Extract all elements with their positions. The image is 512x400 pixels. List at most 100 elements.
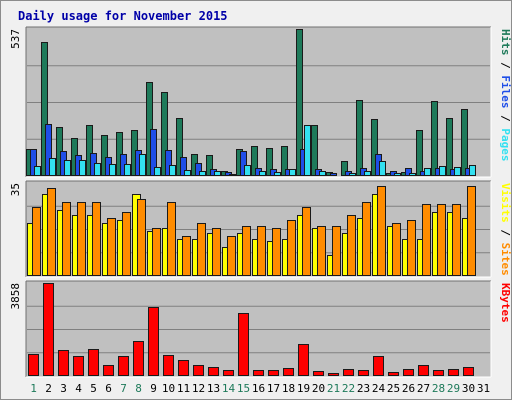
bar-pages-day-1: [34, 166, 41, 176]
x-tick-label: 28: [432, 382, 445, 395]
bar-pages-day-24: [379, 161, 386, 176]
bar-sites-day-7: [122, 212, 131, 276]
bar-sites-day-5: [92, 202, 101, 276]
x-tick-label: 7: [120, 382, 127, 395]
bar-pages-day-10: [169, 165, 176, 176]
x-tick-label: 27: [417, 382, 430, 395]
x-tick-label: 12: [192, 382, 205, 395]
x-tick-label: 9: [150, 382, 157, 395]
x-tick-label: 2: [45, 382, 52, 395]
bar-sites-day-26: [407, 220, 416, 276]
legend-hits: Hits: [499, 29, 512, 56]
bar-pages-day-19: [304, 125, 311, 176]
bar-pages-day-12: [199, 171, 206, 176]
bar-kbytes-day-3: [58, 350, 69, 376]
bar-kbytes-day-23: [358, 370, 369, 376]
panel-legend: Visits / Sites: [499, 183, 512, 276]
x-tick-label: 29: [447, 382, 460, 395]
legend-visits: Visits: [499, 183, 512, 223]
bar-kbytes-day-12: [193, 365, 204, 376]
bar-sites-day-19: [302, 207, 311, 276]
bar-hits-day-18: [281, 146, 288, 176]
bar-sites-day-25: [392, 223, 401, 276]
panel-sites-visits: 35 Visits / Sites: [9, 180, 512, 278]
bar-kbytes-day-22: [343, 369, 354, 376]
bar-kbytes-day-25: [388, 372, 399, 376]
bar-pages-day-2: [49, 158, 56, 176]
x-tick-label: 15: [237, 382, 250, 395]
legend-files: Files: [499, 75, 512, 108]
bar-sites-day-27: [422, 204, 431, 276]
panel-pages-files-hits: 537 Hits / Files / Pages: [9, 26, 512, 178]
x-tick-label: 11: [177, 382, 190, 395]
bar-kbytes-day-11: [178, 360, 189, 376]
legend-separator: /: [499, 109, 512, 129]
bar-files-day-12: [195, 163, 202, 176]
bar-sites-day-21: [332, 226, 341, 276]
bar-hits-day-2: [41, 42, 48, 176]
chart-title: Daily usage for November 2015: [18, 9, 228, 23]
x-tick-label: 10: [162, 382, 175, 395]
y-max-label: 537: [9, 29, 22, 49]
bar-kbytes-day-27: [418, 365, 429, 376]
bar-hits-day-27: [416, 130, 423, 176]
bar-pages-day-6: [109, 164, 116, 176]
bar-sites-day-29: [452, 204, 461, 276]
bar-pages-day-17: [274, 172, 281, 176]
bar-kbytes-day-7: [118, 356, 129, 376]
bar-sites-day-17: [272, 228, 281, 276]
bar-files-day-21: [330, 173, 337, 176]
x-tick-label: 22: [342, 382, 355, 395]
bar-kbytes-day-21: [328, 373, 339, 376]
bar-pages-day-14: [229, 174, 236, 176]
bar-sites-day-4: [77, 202, 86, 276]
panel-legend: Hits / Files / Pages: [499, 29, 512, 162]
bar-kbytes-day-16: [253, 370, 264, 376]
bar-kbytes-day-29: [448, 369, 459, 376]
bar-kbytes-day-14: [223, 370, 234, 376]
x-tick-label: 21: [327, 382, 340, 395]
x-tick-label: 13: [207, 382, 220, 395]
legend-separator: /: [499, 56, 512, 76]
bar-sites-day-9: [152, 228, 161, 276]
bar-kbytes-day-9: [148, 307, 159, 376]
bar-kbytes-day-17: [268, 370, 279, 376]
bar-sites-day-11: [182, 236, 191, 276]
bar-files-day-11: [180, 157, 187, 176]
bar-sites-day-3: [62, 202, 71, 276]
bar-sites-day-6: [107, 218, 116, 276]
panel-legend: KBytes: [499, 283, 512, 323]
bar-kbytes-day-24: [373, 356, 384, 376]
x-tick-label: 20: [312, 382, 325, 395]
bar-files-day-15: [240, 151, 247, 176]
panel-kbytes: 3858 KBytes: [9, 280, 512, 378]
bar-kbytes-day-8: [133, 341, 144, 376]
bar-kbytes-day-18: [283, 368, 294, 376]
legend-separator: /: [499, 223, 512, 243]
bar-sites-day-14: [227, 236, 236, 276]
bar-kbytes-day-28: [433, 370, 444, 376]
bar-files-day-26: [405, 168, 412, 176]
bar-hits-day-11: [176, 118, 183, 176]
bar-hits-day-10: [161, 92, 168, 176]
bar-sites-day-8: [137, 199, 146, 276]
bar-pages-day-15: [244, 165, 251, 176]
x-tick-label: 25: [387, 382, 400, 395]
bar-pages-day-25: [394, 173, 401, 176]
bar-hits-day-16: [251, 146, 258, 176]
bar-pages-day-26: [409, 173, 416, 176]
y-max-label: 35: [9, 183, 22, 196]
bar-pages-day-29: [454, 167, 461, 176]
legend-kbytes: KBytes: [499, 283, 512, 323]
bar-pages-day-9: [154, 167, 161, 176]
bar-pages-day-13: [214, 171, 221, 176]
x-tick-label: 26: [402, 382, 415, 395]
bar-pages-day-23: [364, 171, 371, 176]
bar-kbytes-day-5: [88, 349, 99, 376]
x-tick-label: 30: [462, 382, 475, 395]
x-tick-label: 5: [90, 382, 97, 395]
bar-pages-day-16: [259, 171, 266, 176]
bar-kbytes-day-15: [238, 313, 249, 376]
bar-kbytes-day-4: [73, 356, 84, 376]
bar-pages-day-3: [64, 160, 71, 176]
